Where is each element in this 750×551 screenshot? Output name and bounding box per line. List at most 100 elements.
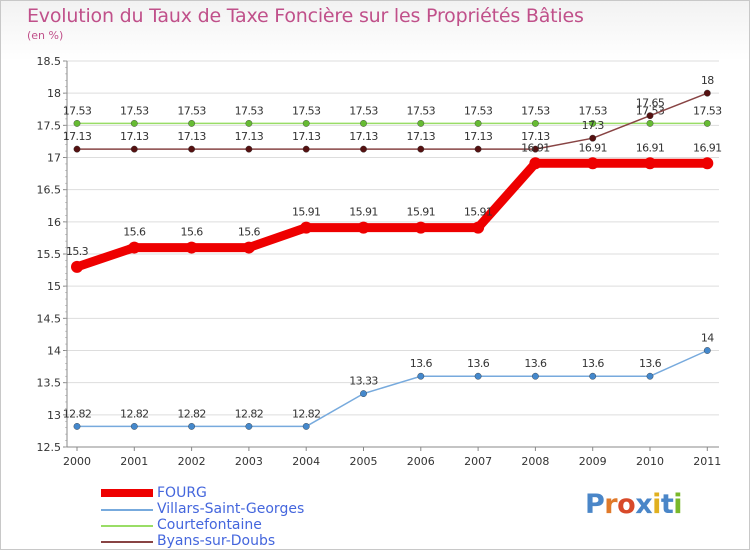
x-tick-label: 2006 [407, 455, 435, 468]
data-point-villars-saint-georges [589, 372, 597, 380]
x-tick-label: 2011 [693, 455, 721, 468]
data-label-byans-sur-doubs: 17.13 [521, 130, 550, 143]
data-point-fourg [586, 157, 599, 170]
legend-label-byans-sur-doubs: Byans-sur-Doubs [157, 533, 276, 549]
data-point-fourg [300, 221, 313, 234]
data-point-courtefontaine [130, 120, 138, 127]
data-point-villars-saint-georges [417, 372, 425, 380]
data-label-fourg: 16.91 [578, 141, 607, 154]
data-label-villars-saint-georges: 12.82 [177, 407, 206, 420]
brand-letter: o [617, 489, 636, 520]
data-label-villars-saint-georges: 12.82 [63, 407, 92, 420]
y-tick-label: 14 [47, 345, 61, 358]
legend-swatch-fourg [101, 489, 153, 497]
x-tick-label: 2003 [235, 455, 263, 468]
data-point-villars-saint-georges [474, 372, 482, 380]
data-point-fourg [414, 221, 427, 234]
legend-item-fourg: FOURG [101, 485, 361, 501]
x-tick-label: 2005 [350, 455, 378, 468]
y-tick-label: 16.5 [37, 184, 62, 197]
data-point-courtefontaine [245, 120, 253, 127]
brand-letter: P [585, 489, 605, 520]
y-tick-label: 16 [47, 216, 61, 229]
data-point-byans-sur-doubs [188, 145, 196, 153]
data-label-fourg: 15.91 [292, 206, 321, 219]
data-point-courtefontaine [188, 120, 196, 127]
brand-letter: i [673, 489, 683, 520]
legend: FOURG Villars-Saint-Georges Courtefontai… [101, 485, 361, 549]
data-point-byans-sur-doubs [532, 145, 539, 153]
data-label-courtefontaine: 17.53 [407, 104, 436, 117]
x-tick-label: 2000 [63, 455, 91, 468]
data-point-byans-sur-doubs [245, 145, 253, 153]
x-tick-label: 2001 [120, 455, 148, 468]
y-tick-label: 12.5 [37, 441, 62, 454]
data-point-byans-sur-doubs [474, 145, 482, 153]
data-label-fourg: 15.91 [407, 206, 436, 219]
data-label-courtefontaine: 17.53 [63, 104, 92, 117]
data-label-byans-sur-doubs: 17.3 [582, 119, 605, 132]
data-label-byans-sur-doubs: 17.13 [120, 130, 149, 143]
data-label-courtefontaine: 17.53 [521, 104, 550, 117]
brand-logo: Proxiti [585, 489, 683, 520]
data-point-fourg [472, 221, 485, 234]
y-tick-label: 13 [47, 409, 61, 422]
data-label-byans-sur-doubs: 18 [701, 74, 714, 87]
data-label-villars-saint-georges: 13.6 [467, 357, 490, 370]
data-point-courtefontaine [73, 120, 81, 127]
chart-title: Evolution du Taux de Taxe Foncière sur l… [27, 5, 584, 27]
data-point-byans-sur-doubs [73, 145, 81, 153]
data-point-villars-saint-georges [73, 423, 81, 430]
legend-label-villars-saint-georges: Villars-Saint-Georges [157, 501, 305, 517]
data-label-villars-saint-georges: 12.82 [120, 407, 149, 420]
data-label-byans-sur-doubs: 17.13 [177, 130, 206, 143]
data-point-courtefontaine [474, 120, 482, 127]
x-tick-label: 2008 [521, 455, 549, 468]
data-point-fourg [71, 260, 83, 273]
y-tick-label: 18 [47, 87, 61, 100]
data-point-courtefontaine [360, 120, 367, 127]
series-line-fourg [72, 158, 712, 272]
data-point-byans-sur-doubs [130, 145, 138, 153]
data-label-villars-saint-georges: 13.6 [410, 357, 433, 370]
data-label-byans-sur-doubs: 17.13 [63, 130, 92, 143]
data-label-villars-saint-georges: 14 [701, 332, 714, 345]
data-point-villars-saint-georges [245, 423, 253, 430]
data-point-byans-sur-doubs [646, 112, 654, 120]
x-tick-label: 2002 [178, 455, 206, 468]
data-point-courtefontaine [646, 120, 654, 127]
data-label-courtefontaine: 17.53 [464, 104, 493, 117]
y-tick-label: 18.5 [37, 55, 62, 68]
y-tick-label: 17.5 [37, 119, 62, 132]
data-point-byans-sur-doubs [417, 145, 425, 153]
data-point-byans-sur-doubs [360, 145, 367, 153]
y-axis-unit: (en %) [27, 29, 64, 42]
data-label-byans-sur-doubs: 17.13 [464, 130, 493, 143]
data-label-villars-saint-georges: 13.6 [524, 357, 547, 370]
series-line-byans-sur-doubs [76, 92, 709, 150]
data-point-villars-saint-georges [703, 347, 711, 354]
data-point-courtefontaine [703, 120, 711, 127]
data-point-fourg [357, 221, 370, 234]
data-label-villars-saint-georges: 12.82 [292, 407, 321, 420]
data-label-villars-saint-georges: 12.82 [235, 407, 264, 420]
data-label-byans-sur-doubs: 17.13 [292, 130, 321, 143]
data-point-fourg [644, 157, 656, 170]
data-point-fourg [701, 157, 714, 170]
y-tick-label: 15.5 [37, 248, 62, 261]
data-point-villars-saint-georges [302, 423, 310, 430]
brand-letter: x [635, 489, 653, 520]
data-label-fourg: 15.91 [464, 206, 493, 219]
legend-label-fourg: FOURG [157, 485, 207, 501]
data-label-fourg: 15.6 [181, 226, 204, 239]
legend-swatch-courtefontaine [101, 525, 153, 527]
data-label-courtefontaine: 17.53 [292, 104, 321, 117]
data-label-villars-saint-georges: 13.6 [639, 357, 662, 370]
data-label-courtefontaine: 17.53 [693, 104, 722, 117]
data-label-fourg: 15.3 [66, 245, 89, 258]
brand-letter: i [652, 489, 661, 520]
data-point-byans-sur-doubs [703, 89, 711, 97]
y-tick-label: 13.5 [37, 377, 62, 390]
